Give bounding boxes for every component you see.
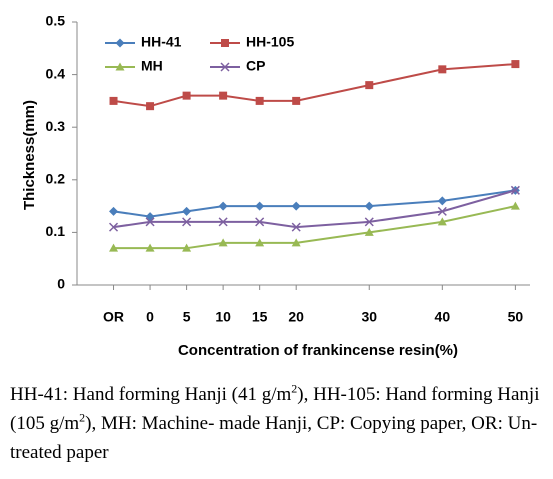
y-axis-title: Thickness(mm) bbox=[21, 100, 38, 210]
marker bbox=[218, 217, 228, 227]
x-tick-label: OR bbox=[103, 309, 124, 325]
marker bbox=[218, 238, 228, 247]
series-line bbox=[113, 63, 516, 108]
marker bbox=[115, 38, 125, 48]
marker bbox=[365, 81, 374, 90]
marker bbox=[218, 201, 228, 211]
marker bbox=[510, 201, 520, 210]
marker bbox=[109, 96, 118, 105]
marker bbox=[438, 65, 447, 74]
marker bbox=[145, 243, 155, 252]
marker bbox=[292, 96, 301, 105]
series-line bbox=[113, 189, 516, 218]
legend-label: MH bbox=[141, 58, 163, 74]
marker bbox=[364, 227, 374, 236]
marker bbox=[255, 217, 265, 227]
marker bbox=[437, 206, 447, 216]
marker bbox=[182, 206, 192, 216]
marker bbox=[109, 206, 119, 216]
marker bbox=[255, 238, 265, 247]
x-tick-label: 10 bbox=[215, 309, 231, 325]
chart: Thickness(mm) Concentration of frankince… bbox=[21, 13, 530, 359]
marker bbox=[437, 196, 447, 206]
marker bbox=[220, 62, 230, 72]
marker bbox=[255, 96, 264, 105]
marker bbox=[255, 201, 265, 211]
marker bbox=[364, 201, 374, 211]
y-tick-label: 0.1 bbox=[46, 223, 66, 239]
y-tick-label: 0.5 bbox=[46, 13, 66, 29]
marker bbox=[146, 102, 155, 111]
marker bbox=[109, 222, 119, 232]
marker bbox=[511, 60, 520, 69]
caption-superscript: 2 bbox=[291, 381, 298, 396]
marker bbox=[219, 91, 228, 100]
marker bbox=[182, 217, 192, 227]
marker bbox=[291, 201, 301, 211]
series-line bbox=[113, 189, 516, 229]
marker bbox=[364, 217, 374, 227]
marker bbox=[115, 62, 125, 71]
caption-superscript: 2 bbox=[79, 410, 86, 425]
x-tick-label: 5 bbox=[183, 309, 191, 325]
y-tick-label: 0.4 bbox=[46, 65, 66, 81]
marker bbox=[510, 185, 520, 195]
x-tick-label: 0 bbox=[146, 309, 154, 325]
y-tick-label: 0.2 bbox=[46, 171, 66, 187]
x-tick-label: 15 bbox=[252, 309, 268, 325]
marker bbox=[291, 222, 301, 232]
x-tick-label: 20 bbox=[288, 309, 304, 325]
x-tick-label: 40 bbox=[435, 309, 451, 325]
caption-text: HH-41: Hand forming Hanji (41 g/m bbox=[10, 384, 292, 405]
legend-label: HH-41 bbox=[141, 34, 182, 50]
x-tick-label: 50 bbox=[508, 309, 524, 325]
marker bbox=[182, 243, 192, 252]
legend-label: CP bbox=[246, 58, 265, 74]
caption: HH-41: Hand forming Hanji (41 g/m2), HH-… bbox=[10, 380, 550, 467]
y-tick-label: 0 bbox=[57, 276, 65, 292]
x-axis-title: Concentration of frankincense resin(%) bbox=[178, 342, 458, 359]
marker bbox=[221, 39, 229, 47]
marker bbox=[437, 217, 447, 226]
caption-text: ), MH: Machine- made Hanji, CP: Copying … bbox=[10, 413, 538, 463]
marker bbox=[291, 238, 301, 247]
caption-text: ), HH-105: Hand forming Hanji (105 g/m bbox=[10, 384, 540, 434]
marker bbox=[109, 243, 119, 252]
y-tick-label: 0.3 bbox=[46, 118, 66, 134]
legend-label: HH-105 bbox=[246, 34, 294, 50]
x-tick-label: 30 bbox=[361, 309, 377, 325]
marker bbox=[145, 217, 155, 227]
marker bbox=[182, 91, 191, 100]
